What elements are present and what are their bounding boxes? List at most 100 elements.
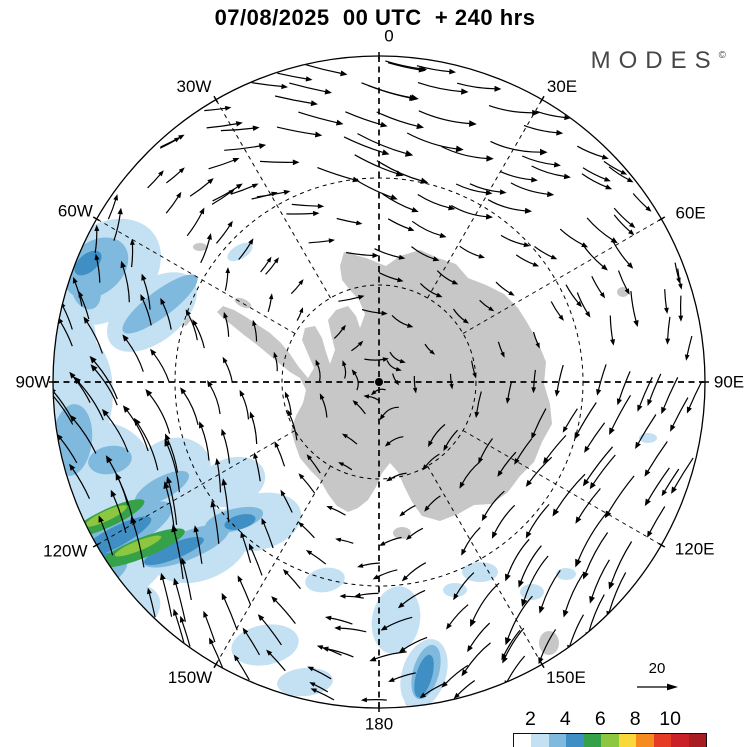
wind-arrow	[343, 364, 347, 379]
wind-arrowhead	[130, 515, 137, 524]
wind-arrow	[355, 402, 366, 415]
wind-arrowhead	[223, 311, 228, 319]
wind-arrowhead	[467, 645, 473, 653]
wind-arrowhead	[494, 85, 502, 92]
wind-arrow	[216, 463, 222, 493]
wind-arrow	[274, 356, 278, 372]
longitude-label-60E: 60E	[676, 204, 706, 223]
wind-arrowhead	[446, 622, 452, 630]
wind-arrowhead	[616, 398, 622, 406]
wind-arrowhead	[599, 292, 606, 299]
wind-arrowhead	[608, 581, 615, 590]
wind-arrowhead	[416, 123, 424, 130]
wind-arrow	[419, 282, 439, 296]
wind-arrowhead	[486, 155, 494, 162]
wind-arrowhead	[637, 404, 643, 412]
wind-arrow	[304, 63, 342, 75]
wind-arrow	[336, 217, 358, 224]
wind-arrow	[510, 182, 549, 195]
wind-arrow	[476, 391, 482, 414]
wind-arrow	[162, 302, 172, 330]
wind-arrow	[532, 331, 539, 345]
wind-arrow	[53, 391, 72, 418]
antarctica-landmass	[217, 250, 552, 521]
wind-arrow	[592, 454, 616, 485]
wind-arrow	[200, 426, 210, 461]
wind-arrow	[108, 460, 129, 505]
wind-arrowhead	[644, 469, 651, 477]
wind-arrow	[236, 658, 250, 681]
precip-blob-l1	[556, 568, 576, 580]
wind-arrow	[282, 493, 293, 513]
wind-arrowhead	[469, 120, 477, 127]
wind-arrow	[125, 338, 144, 372]
wind-arrowhead	[581, 242, 589, 248]
wind-arrow	[392, 672, 416, 681]
wind-arrowhead	[179, 615, 185, 623]
colorbar-label: 2	[525, 708, 536, 730]
wind-arrow	[532, 408, 547, 435]
wind-arrow	[223, 597, 238, 631]
wind-arrowhead	[192, 319, 198, 326]
wind-arrow	[677, 268, 682, 286]
wind-arrow	[367, 395, 381, 402]
wind-arrowhead	[531, 176, 538, 183]
precip-blob-l1	[227, 242, 253, 262]
wind-arrowhead	[576, 301, 582, 308]
wind-arrow	[288, 414, 298, 441]
wind-arrowhead	[120, 260, 126, 269]
wind-arrowhead	[554, 390, 560, 397]
wind-arrowhead	[326, 506, 333, 511]
meridian-line	[462, 219, 661, 334]
wind-arrowhead	[180, 387, 187, 395]
precip-blob-l1	[371, 586, 421, 654]
wind-arrow	[401, 589, 426, 606]
wind-arrow	[637, 414, 657, 445]
wind-arrow	[100, 520, 114, 556]
wind-arrowhead	[249, 411, 255, 419]
meridian-line	[97, 430, 296, 545]
colorbar-segment	[671, 734, 689, 747]
wind-arrow	[523, 555, 549, 601]
wind-arrow	[245, 631, 261, 656]
wind-arrow	[345, 251, 374, 257]
wind-arrow	[212, 185, 239, 202]
wind-arrow	[448, 604, 469, 626]
wind-arrowhead	[261, 517, 267, 525]
colorbar-segment	[548, 734, 567, 747]
wind-arrow	[507, 595, 533, 640]
wind-arrowhead	[453, 593, 459, 601]
wind-arrow	[603, 160, 623, 173]
wind-arrow	[122, 266, 130, 303]
wind-arrow	[390, 472, 407, 480]
wind-arrowhead	[550, 254, 558, 260]
wind-arrow	[290, 282, 302, 295]
wind-arrow	[175, 583, 186, 622]
colorbar-segment	[653, 734, 672, 747]
wind-arrowhead	[324, 88, 332, 95]
wind-arrow	[374, 651, 407, 660]
wind-arrow	[59, 321, 73, 347]
wind-arrow	[311, 668, 332, 680]
wind-arrowhead	[418, 67, 426, 73]
wind-arrow	[577, 145, 604, 158]
wind-arrowhead	[678, 315, 684, 322]
wind-arrow	[365, 698, 387, 701]
wind-arrow	[387, 62, 421, 71]
wind-arrow	[107, 198, 117, 220]
wind-arrow	[93, 360, 118, 400]
wind-arrowhead	[441, 681, 448, 688]
wind-arrowhead	[233, 654, 240, 662]
wind-arrow	[463, 526, 481, 552]
wind-arrow	[540, 629, 557, 660]
wind-arrow	[212, 505, 220, 544]
longitude-label-90E: 90E	[714, 373, 744, 392]
wind-arrowhead	[379, 414, 385, 421]
wind-arrow	[142, 298, 152, 326]
wind-arrowhead	[176, 191, 182, 199]
wind-arrowhead	[538, 605, 545, 614]
wind-arrow	[274, 95, 313, 104]
wind-arrow	[359, 592, 379, 596]
wind-arrowhead	[596, 388, 602, 396]
wind-arrowhead	[461, 548, 467, 556]
